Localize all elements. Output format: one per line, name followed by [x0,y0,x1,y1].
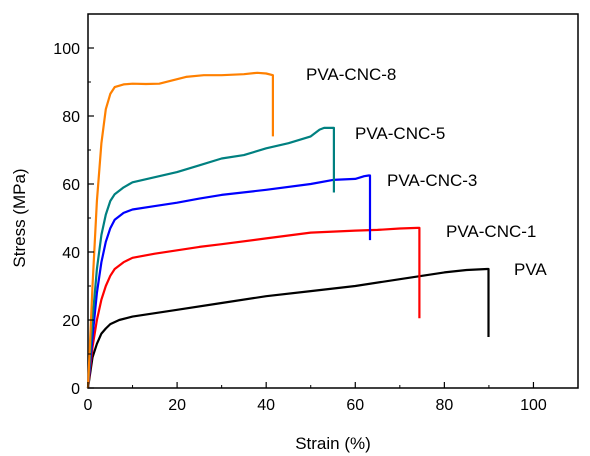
series-line-pva-cnc-8 [86,71,274,389]
series-line-pva [86,267,490,389]
y-tick-label: 60 [62,177,80,194]
y-axis-title: Stress (MPa) [10,168,29,267]
plot-border [87,13,579,389]
x-tick-label: 0 [84,397,93,414]
series-line-pva-cnc-3 [86,174,372,389]
series-label-pva-cnc-1: PVA-CNC-1 [446,222,536,241]
y-tick-label: 100 [53,41,80,58]
series-line-pva-cnc-1 [86,226,421,389]
x-tick-label: 80 [435,397,453,414]
plot-frame [87,13,579,389]
series-label-pva-cnc-8: PVA-CNC-8 [306,65,396,84]
x-tick-label: 40 [257,397,275,414]
y-tick-label: 0 [71,381,80,398]
x-tick-label: 20 [168,397,186,414]
x-tick-label: 100 [520,397,547,414]
series-layer: PVA PVA-CNC-1 PVA-CNC-3 PVA-CNC-5 PVA-CNC-8 [86,65,547,389]
y-tick-label: 40 [62,245,80,262]
y-tick-label: 20 [62,313,80,330]
series-label-pva-cnc-5: PVA-CNC-5 [355,124,445,143]
series-line-pva-cnc-5 [86,126,335,389]
y-tick-label: 80 [62,109,80,126]
series-label-pva: PVA [514,260,547,279]
axis-layer: 0 20 40 60 80 100 0 20 40 60 80 100 [53,41,547,414]
x-tick-label: 60 [346,397,364,414]
x-axis-title: Strain (%) [295,434,371,453]
series-label-pva-cnc-3: PVA-CNC-3 [387,171,477,190]
